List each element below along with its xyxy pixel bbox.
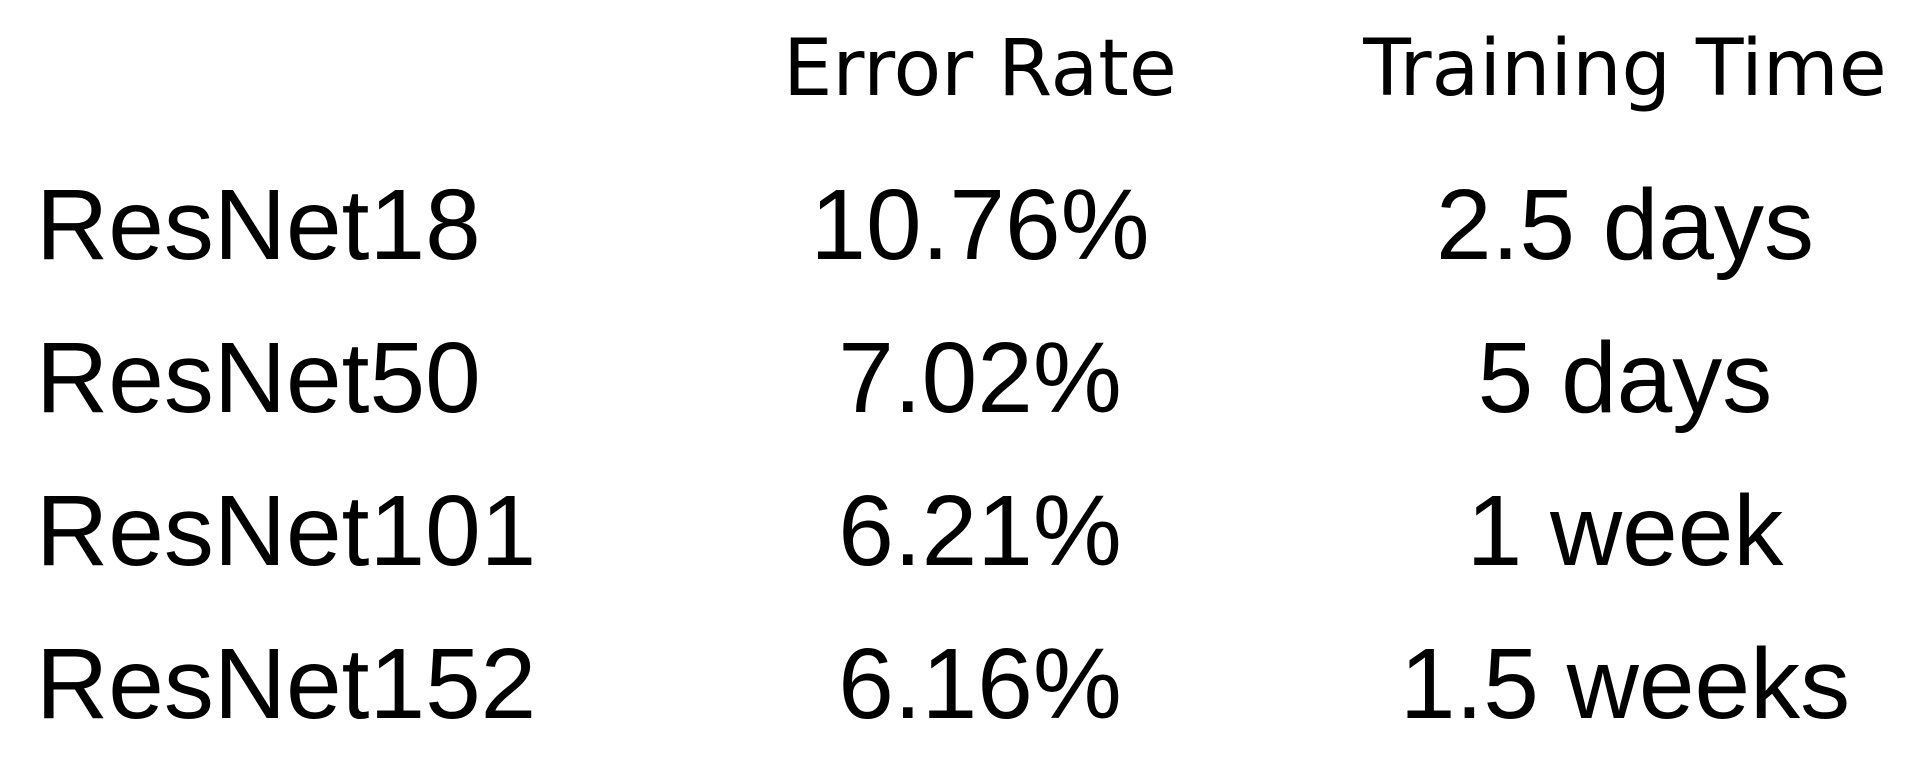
training-time-cell: 1 week xyxy=(1466,475,1784,587)
header-training-time: Training Time xyxy=(1363,24,1887,114)
error-rate-cell: 10.76% xyxy=(810,169,1150,281)
table-row: ResNet18 10.76% 2.5 days xyxy=(0,160,1926,290)
model-name-cell: ResNet50 xyxy=(36,322,481,434)
header-error-rate: Error Rate xyxy=(783,24,1177,114)
table-row: ResNet101 6.21% 1 week xyxy=(0,466,1926,596)
table-row: ResNet50 7.02% 5 days xyxy=(0,313,1926,443)
model-name-cell: ResNet18 xyxy=(36,169,481,281)
training-time-cell: 1.5 weeks xyxy=(1399,628,1851,740)
table-row: ResNet152 6.16% 1.5 weeks xyxy=(0,619,1926,749)
error-rate-cell: 6.16% xyxy=(838,628,1122,740)
error-rate-cell: 6.21% xyxy=(838,475,1122,587)
model-name-cell: ResNet152 xyxy=(36,628,537,740)
training-time-cell: 5 days xyxy=(1477,322,1773,434)
model-name-cell: ResNet101 xyxy=(36,475,537,587)
error-rate-cell: 7.02% xyxy=(838,322,1122,434)
training-time-cell: 2.5 days xyxy=(1435,169,1815,281)
